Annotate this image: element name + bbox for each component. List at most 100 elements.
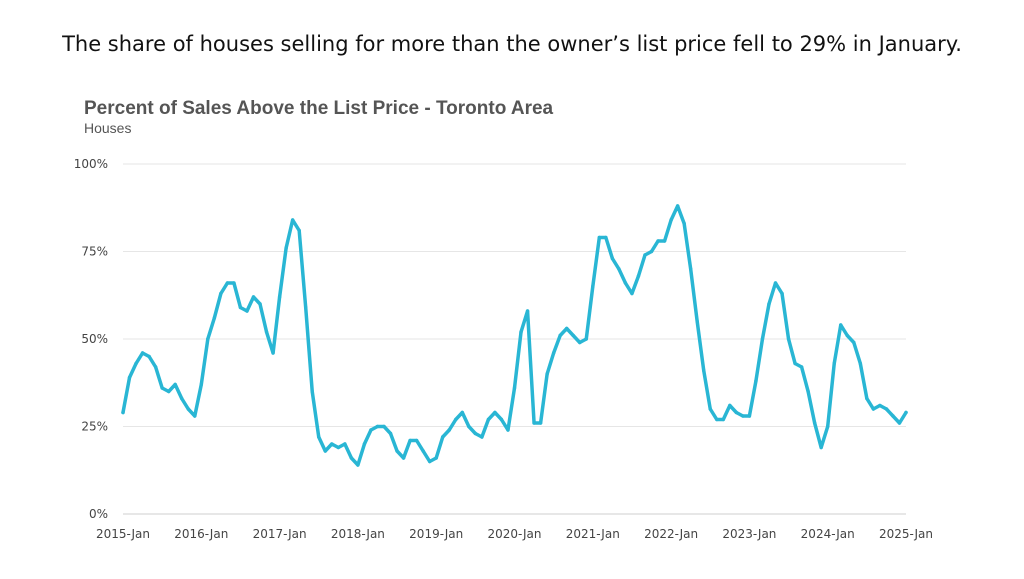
x-tick-label: 2015-Jan (96, 527, 150, 541)
data-point (173, 382, 177, 387)
y-tick-label: 0% (89, 507, 108, 521)
data-point (558, 333, 562, 338)
data-point (715, 417, 719, 422)
data-point (206, 337, 210, 341)
data-point (538, 421, 543, 425)
data-point (186, 407, 190, 411)
data-point (225, 281, 230, 285)
data-point (728, 403, 732, 408)
chart-subtitle: Houses (84, 120, 132, 136)
y-tick-label: 100% (74, 157, 108, 171)
data-point (584, 337, 588, 341)
data-point (323, 449, 327, 453)
data-point (623, 281, 628, 285)
headline: The share of houses selling for more tha… (62, 32, 962, 56)
data-point (506, 428, 510, 432)
data-point (467, 424, 471, 429)
data-point (754, 379, 758, 383)
data-point (388, 431, 393, 436)
data-point (721, 417, 725, 422)
data-point (669, 218, 673, 222)
data-point (290, 218, 295, 222)
data-point (630, 291, 634, 296)
data-point (578, 340, 582, 345)
data-point (682, 221, 686, 226)
x-tick-label: 2021-Jan (566, 527, 620, 541)
data-point (871, 407, 876, 411)
data-point (865, 396, 869, 401)
data-point (140, 351, 145, 355)
y-tick-label: 50% (81, 332, 108, 346)
data-point (251, 295, 256, 299)
chart-title: Percent of Sales Above the List Price - … (84, 98, 554, 119)
data-point (356, 463, 360, 467)
data-point (904, 410, 908, 415)
data-point (408, 438, 412, 443)
data-point (434, 456, 438, 460)
data-point (121, 410, 125, 415)
y-tick-label: 25% (81, 420, 108, 434)
x-tick-label: 2020-Jan (487, 527, 541, 541)
data-point (773, 281, 778, 285)
data-point (708, 407, 712, 411)
data-point (799, 365, 804, 369)
data-point (193, 414, 197, 418)
data-point (793, 361, 797, 366)
data-point (362, 442, 367, 446)
data-point (512, 386, 517, 390)
data-point (812, 421, 817, 425)
data-point (447, 428, 451, 432)
data-point (460, 410, 464, 415)
data-point (395, 449, 399, 453)
data-point (662, 239, 667, 243)
data-point (160, 386, 164, 390)
data-point (519, 330, 523, 334)
data-point (741, 414, 745, 418)
data-point (767, 302, 771, 306)
data-point (441, 435, 445, 439)
data-point (310, 389, 314, 394)
data-point (545, 372, 549, 376)
data-point (643, 253, 647, 257)
data-point (264, 330, 269, 334)
data-point (258, 302, 262, 306)
x-axis-ticks: 2015-Jan 2016-Jan 2017-Jan 2018-Jan 2019-Jan… (96, 527, 933, 541)
data-point (695, 319, 699, 324)
data-point (702, 368, 706, 373)
x-tick-label: 2016-Jan (174, 527, 228, 541)
data-point (786, 337, 791, 341)
x-tick-label: 2022-Jan (644, 527, 698, 541)
data-point (597, 235, 602, 240)
data-point (454, 417, 458, 422)
grid-lines (123, 163, 906, 515)
data-point (878, 403, 882, 408)
data-point (656, 239, 660, 243)
data-point (832, 361, 836, 366)
data-point (675, 204, 680, 208)
data-point (127, 375, 132, 380)
data-point (297, 228, 301, 233)
data-point (277, 295, 282, 299)
data-point (238, 305, 243, 310)
data-point (147, 354, 151, 359)
data-point (480, 435, 484, 439)
x-tick-label: 2023-Jan (722, 527, 776, 541)
data-point (499, 417, 504, 422)
data-point (806, 389, 810, 394)
data-point (571, 333, 575, 338)
data-point (852, 340, 856, 345)
data-point (610, 256, 615, 261)
y-tick-label: 75% (81, 245, 108, 259)
data-point (604, 235, 608, 240)
data-point (284, 246, 288, 250)
data-point (317, 435, 321, 439)
data-point (688, 267, 693, 271)
data-point (532, 421, 536, 425)
data-point (134, 361, 138, 366)
data-point (649, 249, 654, 254)
data-point (421, 449, 425, 453)
data-point (636, 274, 641, 278)
data-point (336, 445, 341, 450)
data-point (884, 407, 889, 411)
